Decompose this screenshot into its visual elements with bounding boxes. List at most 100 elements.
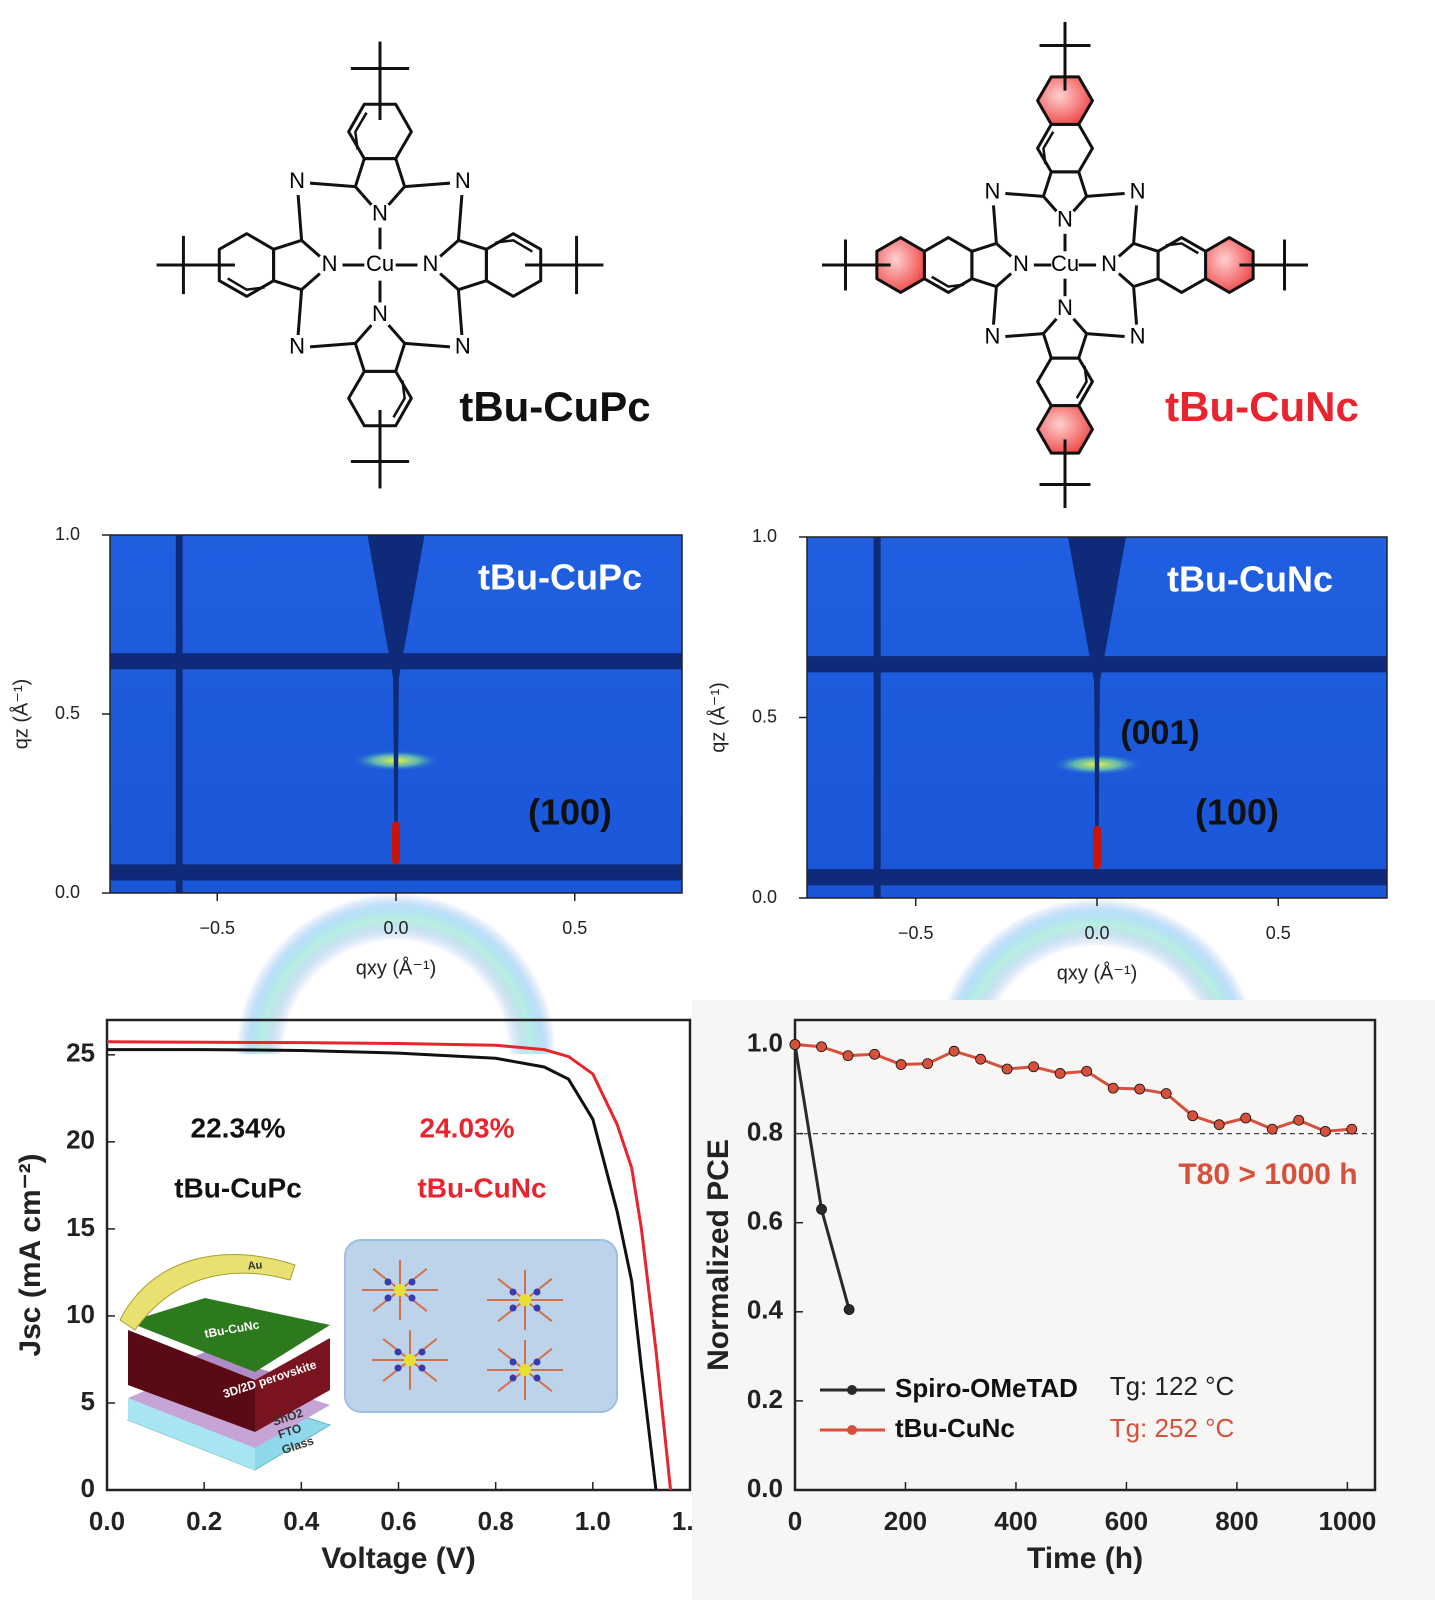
- x-tick-label: 0.6: [380, 1506, 416, 1536]
- data-point: [1213, 1119, 1225, 1131]
- atom-label: N: [1013, 251, 1029, 276]
- beam-stop: [1068, 537, 1126, 834]
- y-tick-label: 0.0: [55, 882, 80, 902]
- nitrogen: [384, 1278, 392, 1286]
- molecule: N N N N Cu N N N N: [156, 41, 604, 489]
- specular-peak: [1092, 825, 1102, 870]
- atom-label: N: [1057, 207, 1073, 232]
- x-tick-label: 0.8: [478, 1506, 514, 1536]
- metal-center: [404, 1354, 416, 1366]
- benzene-ring: [347, 102, 413, 161]
- atom-bg: [417, 252, 444, 278]
- annotation: Tg: 252 °C: [1110, 1413, 1235, 1443]
- data-point: [1240, 1112, 1252, 1124]
- x-axis-label: Voltage (V): [321, 1542, 475, 1575]
- x-tick-label: 0.0: [383, 918, 408, 938]
- nitrogen: [384, 1294, 392, 1302]
- naphtho-ring: [1204, 236, 1255, 294]
- double-bond: [1075, 365, 1088, 399]
- atom-label: N: [455, 334, 471, 359]
- atom-label: N: [1130, 323, 1146, 348]
- atom-bg: [1124, 179, 1151, 206]
- x-axis-label: Time (h): [1027, 1542, 1143, 1575]
- double-bond: [1165, 242, 1199, 255]
- atom-label: N: [289, 168, 305, 193]
- series-line: [794, 1043, 1352, 1133]
- double-bond: [1042, 131, 1055, 165]
- inset-label: Au: [247, 1259, 263, 1272]
- x-axis-label: qxy (Å⁻¹): [1057, 961, 1138, 984]
- atom-label: N: [1130, 178, 1146, 203]
- perovskite-front: [255, 1338, 330, 1432]
- annotation: (100): [528, 792, 612, 833]
- y-tick-label: 0: [81, 1473, 95, 1503]
- y-tick-label: 1.0: [752, 526, 777, 546]
- x-axis-label: qxy (Å⁻¹): [356, 956, 437, 979]
- benzene-ring: [922, 236, 974, 294]
- data-point: [1346, 1123, 1358, 1135]
- x-tick-label: −0.5: [199, 918, 235, 938]
- perovskite-block: [128, 1330, 255, 1432]
- inset-label: FTO: [276, 1421, 303, 1442]
- y-axis-label: Jsc (mA cm⁻²): [14, 1153, 47, 1356]
- annotation: (001): [1120, 714, 1199, 752]
- x-tick-label: 600: [1105, 1506, 1148, 1536]
- x-tick-label: 0.2: [186, 1506, 222, 1536]
- y-tick-label: 0.5: [55, 703, 80, 723]
- metal-center: [394, 1284, 406, 1296]
- naphtho-ring: [1036, 75, 1094, 126]
- atom-bg: [1052, 207, 1078, 234]
- glass-side: [128, 1398, 255, 1470]
- data-point: [895, 1059, 907, 1070]
- atom-bg: [1124, 324, 1151, 351]
- nitrogen: [509, 1358, 517, 1366]
- molecule-label: tBu-CuNc: [1165, 383, 1359, 430]
- data-point: [1054, 1068, 1066, 1079]
- atom-bg: [284, 334, 311, 361]
- atom-bg: [316, 252, 343, 278]
- atom-bg: [1052, 252, 1078, 278]
- legend-marker: [847, 1425, 857, 1435]
- plot-frame: [793, 1018, 1377, 1492]
- plot-frame: [105, 1018, 692, 1492]
- y-tick-label: 0.8: [747, 1116, 783, 1146]
- y-tick-label: 1.0: [55, 524, 80, 544]
- data-point: [1028, 1061, 1040, 1073]
- x-tick-label: 0.4: [283, 1506, 320, 1536]
- atom-bg: [449, 169, 476, 196]
- specular-peak: [391, 821, 401, 865]
- nitrogen: [509, 1374, 517, 1382]
- nitrogen: [533, 1358, 541, 1366]
- atom-bg: [449, 334, 476, 361]
- y-axis-label: Normalized PCE: [702, 1139, 735, 1371]
- packing-inset: [344, 1239, 618, 1413]
- legend-marker: [847, 1385, 857, 1395]
- atom-label: N: [1057, 295, 1073, 320]
- atom-label: N: [1101, 251, 1117, 276]
- x-tick-label: 800: [1215, 1506, 1258, 1536]
- double-bond: [354, 112, 368, 150]
- atom-bg: [979, 324, 1006, 351]
- data-point: [1160, 1088, 1172, 1099]
- annotation: Tg: 122 °C: [1110, 1371, 1235, 1401]
- nitrogen: [418, 1348, 426, 1356]
- data-point: [1266, 1123, 1278, 1135]
- nitrogen: [394, 1364, 402, 1372]
- detector-gap: [175, 535, 183, 893]
- y-tick-label: 0.5: [752, 706, 777, 726]
- y-tick-label: 0.4: [747, 1295, 784, 1325]
- htl-layer: [128, 1298, 330, 1372]
- nitrogen: [533, 1304, 541, 1312]
- data-point: [922, 1058, 933, 1070]
- annotation: 22.34%: [191, 1112, 286, 1143]
- gold-electrode: [119, 1254, 296, 1331]
- atom-bg: [284, 169, 311, 196]
- x-tick-label: 0.0: [89, 1506, 125, 1536]
- y-tick-label: 20: [66, 1125, 95, 1155]
- double-bond: [931, 275, 965, 288]
- atom-bg: [1096, 252, 1123, 278]
- double-bond: [392, 380, 406, 418]
- series-label: tBu-CuPc: [174, 1172, 302, 1203]
- benzene-ring: [217, 232, 276, 298]
